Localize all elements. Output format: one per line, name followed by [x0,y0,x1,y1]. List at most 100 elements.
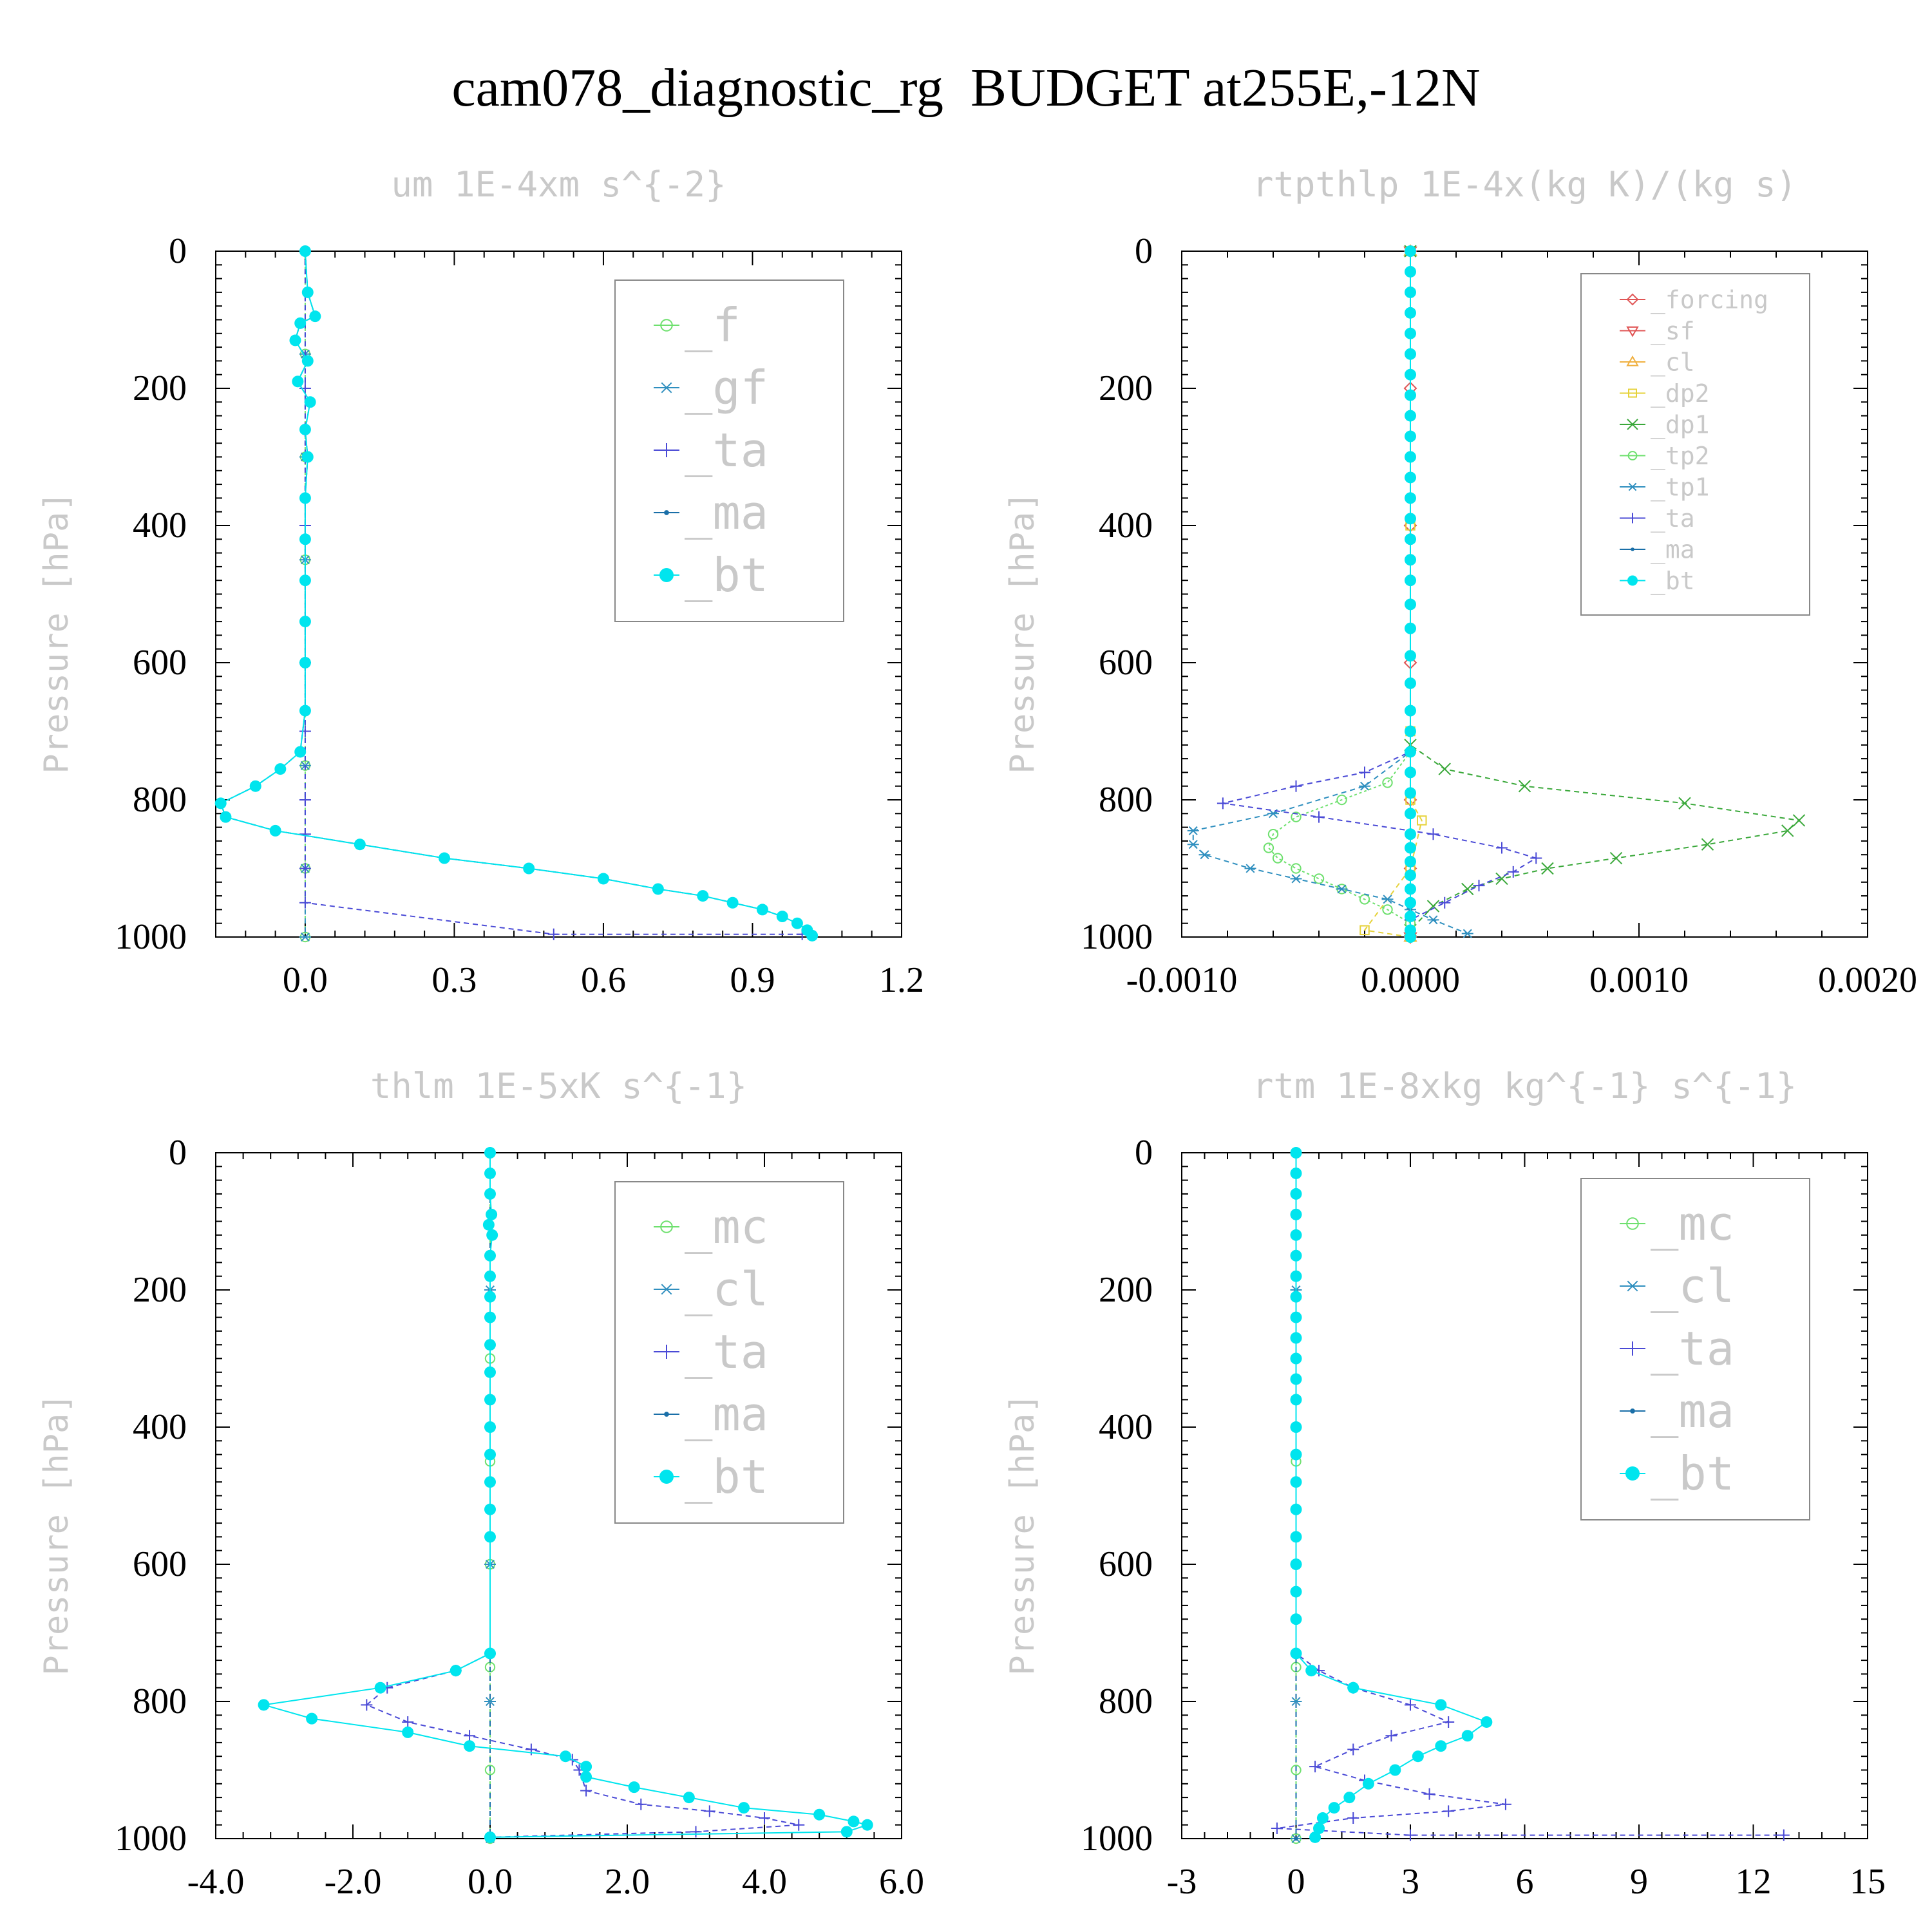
y-tick-label: 800 [1099,780,1153,820]
data-point [299,932,311,942]
legend-item: _dp1 [1620,410,1710,439]
data-point [269,824,281,837]
legend-item: _gf [654,361,768,415]
data-point [299,657,311,668]
data-point [1294,1836,1298,1841]
data-point [791,917,803,929]
data-point [1336,794,1347,806]
legend-label: _dp2 [1651,379,1710,408]
legend-marker [1627,419,1638,430]
data-point [1405,766,1416,779]
data-point [683,1792,695,1804]
data-point [1382,777,1393,788]
data-point [1290,1421,1302,1433]
data-point [697,890,709,902]
x-tick-label: 1.2 [879,960,924,1000]
data-point [484,1270,496,1282]
data-point [1290,1586,1302,1598]
data-point [484,1696,496,1707]
data-point [1290,1311,1302,1323]
data-point [1313,811,1325,823]
series-bt [214,245,819,942]
x-tick-label: 0.0000 [1361,960,1460,1000]
data-point [1362,1777,1374,1790]
data-point [1359,925,1370,936]
legend-item: _ta [1620,1321,1734,1376]
legend-marker [1627,513,1638,524]
legend-marker [660,319,673,332]
legend-label: _ma [685,486,768,540]
data-point [1405,492,1416,504]
legend-item: _bt [1620,1446,1734,1501]
y-tick-label: 0 [169,231,187,271]
legend-marker [1630,1408,1635,1414]
y-tick-label: 0 [1135,1133,1153,1173]
data-point [484,1765,496,1776]
data-point [1290,1352,1302,1365]
legend-label: _sf [1651,317,1695,346]
data-point [806,929,819,942]
legend-item: _bt [1620,567,1695,596]
legend-marker [659,443,674,457]
legend-item: _ma [1620,1384,1734,1438]
x-tick-label: -0.0010 [1126,960,1238,1000]
data-point [1443,1716,1455,1728]
data-point [1405,931,1416,943]
data-point [1405,533,1416,545]
legend-item: _ta [654,1325,768,1379]
data-point [1609,851,1623,865]
legend-label: _bt [685,548,768,602]
data-point [299,492,311,504]
data-point [484,1476,496,1488]
legend-item: _mc [654,1200,768,1254]
y-tick-label: 0 [1135,231,1153,271]
y-tick-label: 1000 [1081,1819,1153,1859]
panel-title: um 1E-4xm s^{-2} [391,164,726,205]
y-axis-label: Pressure [hPa] [37,491,76,773]
x-tick-label: 6.0 [879,1862,924,1902]
x-tick-label: 3 [1401,1862,1419,1902]
data-point [738,1802,750,1814]
data-point [840,1826,853,1838]
series-line [1267,251,1411,924]
data-point [1309,1831,1321,1843]
data-point [289,334,301,346]
data-point [1499,1798,1511,1810]
legend: _forcing _sf_cl_dp2_dp1 _tp2_tp1_ta_ma _bt [1580,273,1810,616]
data-point [1381,895,1394,904]
legend-marker [1625,1341,1640,1356]
data-point [1405,808,1416,820]
series-line [1276,1153,1784,1836]
legend-label: _forcing [1651,285,1768,314]
legend-label: _ta [1651,504,1695,533]
data-point [1405,911,1416,923]
legend-label: _ta [685,423,768,477]
x-tick-label: 0.6 [581,960,626,1000]
data-point [484,1647,496,1660]
legend-label: _dp1 [1651,410,1710,439]
data-point [1405,855,1416,867]
data-point [1290,1208,1302,1220]
data-point [301,286,314,298]
data-point [1290,1696,1302,1707]
data-point [484,1167,496,1179]
data-point [1541,862,1554,875]
data-point [484,1394,496,1406]
legend-box [1580,1178,1810,1520]
data-point [1290,1613,1302,1625]
data-point [525,1743,537,1756]
series-line [1410,251,1801,931]
legend-box [1580,273,1810,616]
data-point [299,245,311,257]
data-point [776,911,788,923]
data-point [1435,1699,1447,1711]
data-point [1290,1394,1302,1406]
data-point [1267,829,1279,840]
data-point [1435,1740,1447,1752]
legend-label: _gf [685,361,768,415]
data-point [299,705,311,717]
legend-label: _cl [1651,1259,1734,1313]
y-tick-label: 800 [133,780,187,820]
data-point [1678,797,1691,810]
data-point [1290,1531,1302,1543]
